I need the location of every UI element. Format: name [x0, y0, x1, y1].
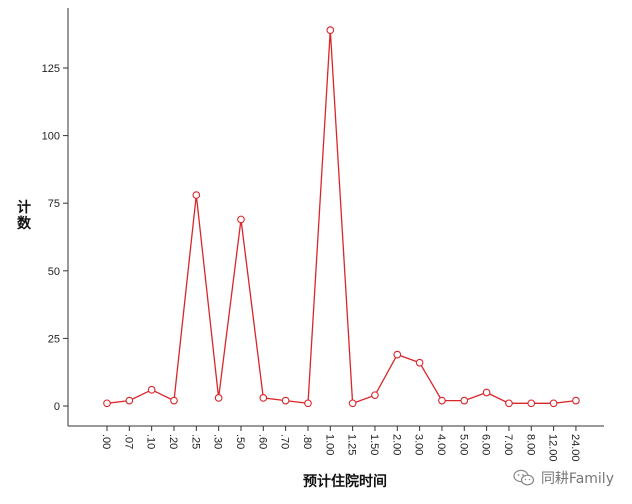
y-tick-label: 125 — [42, 63, 60, 75]
x-axis: .00 .07 .10 .20 .25 .30 .50 .60 .70 .80 1.00 1.25 1.… — [100, 426, 581, 462]
y-axis: 0 25 50 75 100 125 — [42, 63, 68, 413]
data-point — [281, 396, 290, 405]
x-tick-label: 8.00 — [524, 434, 536, 455]
data-point — [237, 215, 245, 224]
x-tick-label: .70 — [279, 434, 291, 449]
data-point — [572, 396, 580, 405]
y-axis-title: 计数 — [17, 199, 32, 232]
series-markers — [103, 26, 580, 408]
wechat-icon — [513, 469, 535, 486]
x-tick-label: 24.00 — [569, 434, 581, 462]
x-axis-title: 预计住院时间 — [303, 473, 387, 490]
x-tick-label: 1.50 — [368, 434, 380, 455]
y-tick-label: 25 — [48, 333, 60, 345]
y-tick-label: 0 — [54, 401, 60, 413]
x-tick-label: .20 — [167, 434, 179, 449]
data-point — [527, 399, 536, 408]
x-tick-label: .10 — [145, 434, 157, 449]
y-tick-label: 100 — [42, 131, 60, 143]
x-tick-label: 5.00 — [457, 434, 469, 455]
watermark-text: 同耕Family — [540, 471, 614, 487]
data-point — [214, 394, 223, 402]
data-point — [125, 396, 134, 405]
data-point — [460, 396, 469, 405]
x-tick-label: 3.00 — [413, 434, 425, 455]
x-tick-label: 1.00 — [323, 434, 335, 455]
x-tick-label: 7.00 — [502, 434, 514, 455]
watermark: 同耕Family — [513, 468, 614, 488]
x-tick-label: 1.25 — [346, 434, 358, 455]
x-tick-label: .00 — [100, 434, 112, 449]
x-tick-label: .07 — [122, 434, 134, 449]
data-point — [371, 391, 379, 400]
data-point — [348, 399, 357, 408]
data-point — [415, 358, 424, 367]
x-tick-label: .80 — [301, 434, 313, 449]
data-point — [259, 394, 268, 402]
plot-frame — [67, 8, 604, 427]
x-tick-label: 12.00 — [547, 434, 559, 462]
y-tick-label: 75 — [48, 198, 60, 210]
y-tick-label: 50 — [48, 266, 60, 278]
x-tick-label: 6.00 — [480, 434, 492, 455]
data-point — [304, 399, 312, 408]
data-point — [147, 385, 156, 394]
data-point — [438, 396, 446, 405]
data-point — [326, 26, 335, 34]
x-tick-label: 4.00 — [435, 434, 447, 455]
data-point — [103, 399, 111, 408]
series-line — [106, 30, 576, 405]
x-tick-label: .25 — [189, 434, 201, 449]
data-point — [170, 396, 178, 405]
data-point — [482, 388, 491, 397]
data-point — [393, 350, 402, 359]
data-point — [505, 399, 513, 408]
data-point — [192, 191, 201, 199]
x-tick-label: 2.00 — [390, 434, 402, 455]
data-point — [549, 399, 558, 408]
x-tick-label: .50 — [234, 434, 246, 449]
x-tick-label: .60 — [256, 434, 268, 449]
x-tick-label: .30 — [212, 434, 224, 449]
